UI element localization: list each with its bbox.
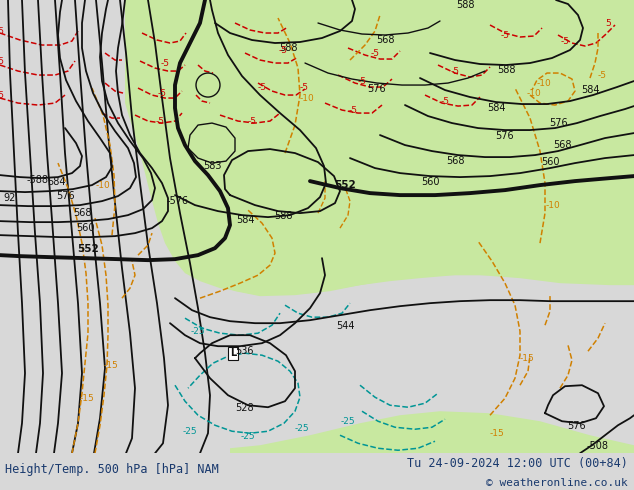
Text: 576: 576: [567, 421, 585, 431]
Text: 583: 583: [203, 161, 221, 171]
Text: 588: 588: [497, 65, 515, 75]
Polygon shape: [230, 411, 634, 453]
Text: -5: -5: [0, 56, 4, 66]
Text: -5: -5: [257, 82, 266, 92]
Text: -5: -5: [451, 67, 460, 75]
Text: -5: -5: [0, 91, 4, 99]
Polygon shape: [125, 0, 634, 296]
Text: 552: 552: [334, 180, 356, 190]
Text: -588: -588: [27, 175, 49, 185]
Text: Tu 24-09-2024 12:00 UTC (00+84): Tu 24-09-2024 12:00 UTC (00+84): [407, 457, 628, 470]
Text: -15: -15: [104, 361, 119, 369]
Text: -5: -5: [278, 46, 287, 54]
Text: -5: -5: [358, 76, 366, 86]
Text: -15: -15: [80, 394, 94, 403]
Text: -5: -5: [598, 71, 607, 79]
Text: -25: -25: [183, 427, 197, 436]
Text: 568: 568: [73, 208, 91, 218]
Text: L: L: [230, 348, 236, 358]
Text: -5: -5: [157, 89, 167, 98]
Text: -10: -10: [95, 181, 110, 190]
Text: 584: 584: [48, 177, 66, 187]
Text: 5: 5: [605, 19, 611, 27]
Text: -5: -5: [370, 49, 380, 57]
Text: 528: 528: [236, 403, 254, 413]
Text: 588: 588: [274, 211, 292, 221]
Text: 576: 576: [550, 118, 568, 128]
Text: -5: -5: [155, 117, 164, 125]
Text: -5: -5: [299, 82, 309, 92]
Text: 576: 576: [368, 84, 386, 94]
Text: -15: -15: [489, 429, 505, 438]
Text: 588: 588: [456, 0, 474, 10]
Text: 560: 560: [75, 223, 94, 233]
Text: 576: 576: [496, 131, 514, 141]
Text: 568: 568: [446, 156, 464, 166]
Text: © weatheronline.co.uk: © weatheronline.co.uk: [486, 478, 628, 489]
Text: -5: -5: [441, 97, 450, 105]
Polygon shape: [125, 0, 634, 295]
Text: -5: -5: [500, 30, 510, 40]
Text: -10: -10: [300, 94, 314, 102]
Text: -10: -10: [527, 89, 541, 98]
Text: 552: 552: [77, 244, 99, 254]
Text: -15: -15: [520, 354, 534, 363]
Text: -25: -25: [241, 432, 256, 441]
Text: 544: 544: [336, 321, 354, 331]
Text: -5: -5: [0, 26, 4, 35]
Text: 536: 536: [235, 346, 253, 356]
Text: 584: 584: [236, 215, 254, 225]
Text: -25: -25: [295, 424, 309, 433]
Text: 584: 584: [581, 85, 600, 95]
Text: 92: 92: [3, 193, 15, 203]
Text: -10: -10: [546, 200, 560, 210]
Text: 568: 568: [376, 35, 394, 45]
Text: 568: 568: [553, 140, 572, 150]
Text: 588: 588: [279, 43, 297, 53]
Text: -10: -10: [536, 78, 552, 88]
Text: -5: -5: [247, 117, 257, 125]
Text: -5: -5: [160, 58, 169, 68]
Text: 584: 584: [487, 103, 505, 113]
Text: 576: 576: [56, 191, 75, 201]
Text: -576: -576: [167, 196, 189, 206]
Text: Height/Temp. 500 hPa [hPa] NAM: Height/Temp. 500 hPa [hPa] NAM: [5, 463, 219, 476]
Text: 560: 560: [421, 177, 439, 187]
Text: -25: -25: [191, 327, 205, 336]
Text: -508: -508: [587, 441, 609, 451]
Text: -5: -5: [560, 37, 569, 46]
Text: -5: -5: [349, 105, 358, 115]
Text: -25: -25: [340, 416, 355, 426]
Text: 560: 560: [541, 157, 560, 167]
